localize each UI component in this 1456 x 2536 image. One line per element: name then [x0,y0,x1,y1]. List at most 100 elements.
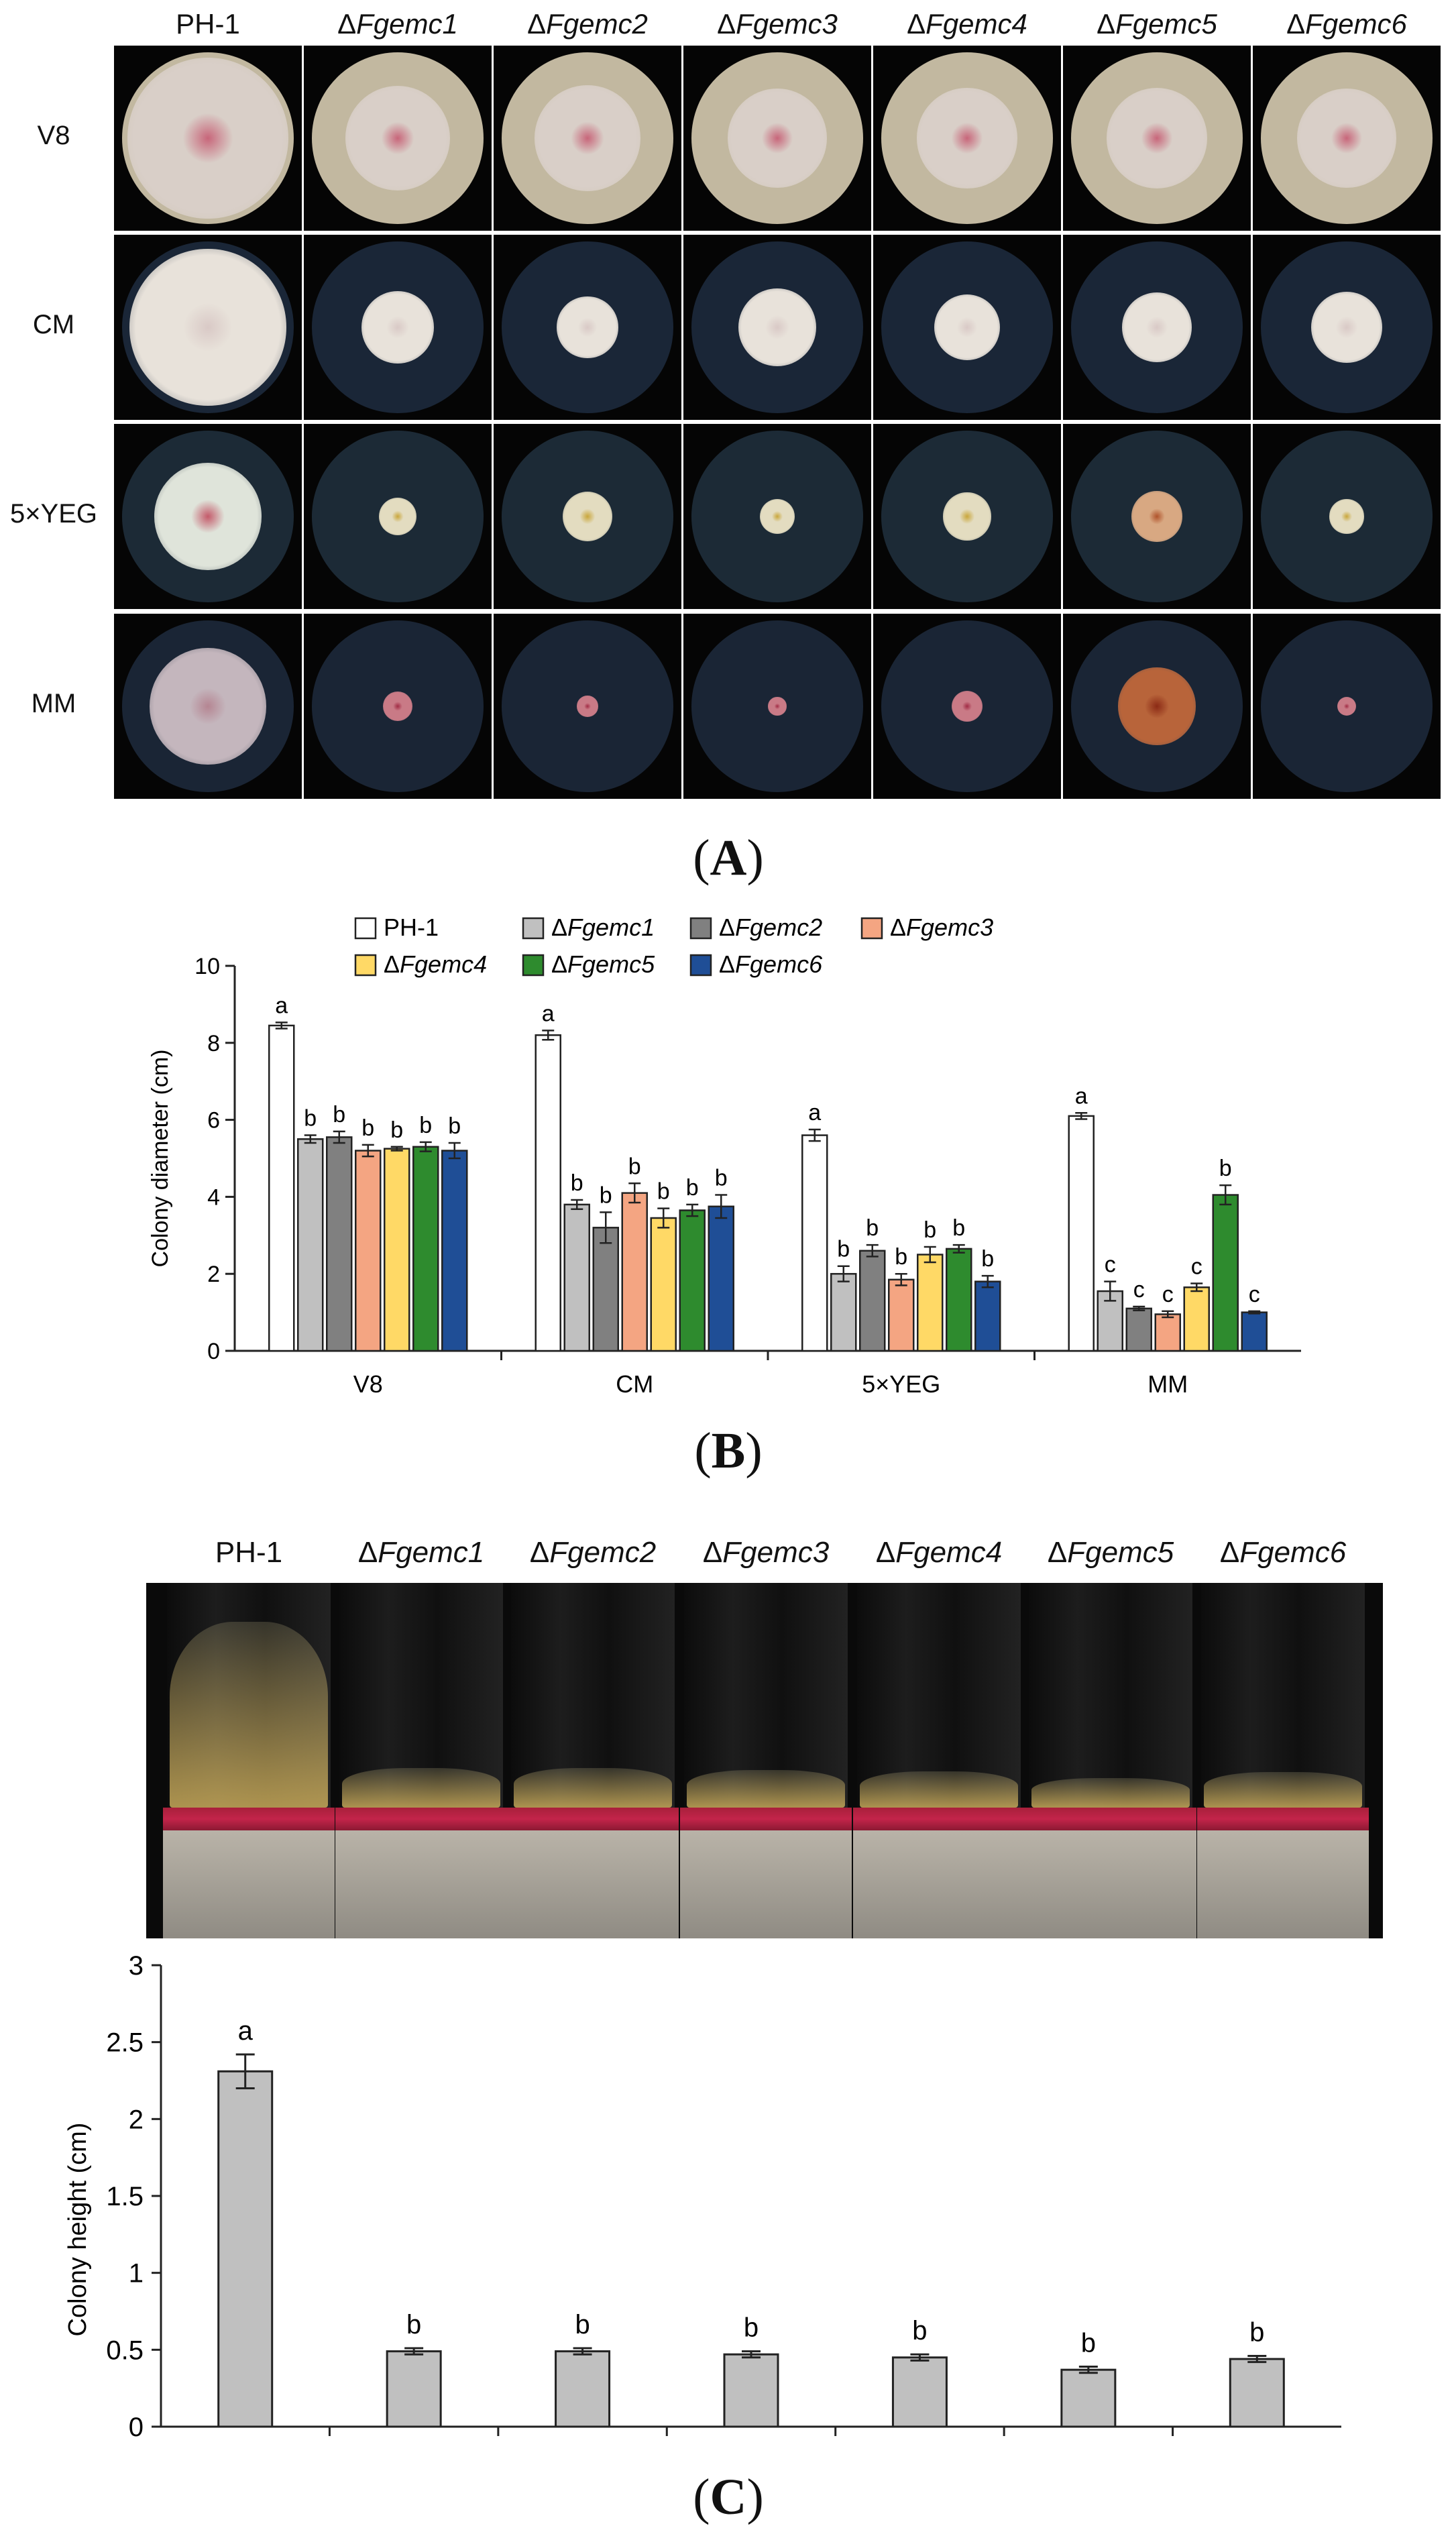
legend-label: ΔFgemc4 [384,950,487,978]
significance-letter: b [600,1182,612,1208]
plate-image [1063,424,1251,609]
panel-label-a: (A) [693,830,764,886]
bar [621,1192,648,1352]
y-tick-label: 10 [194,954,220,979]
bar [801,1134,828,1352]
bar [859,1250,886,1352]
bar [441,1150,468,1352]
plate-image [494,614,681,799]
y-tick-label: 0 [207,1339,220,1364]
y-tick-label: 2 [207,1262,220,1287]
bar [563,1203,590,1352]
plate-image [683,235,871,420]
plate-column-label: ΔFgemc6 [1286,8,1407,40]
plate-image [304,46,492,231]
significance-letter: b [686,1175,699,1201]
y-tick-label: 1.5 [106,2182,144,2211]
y-tick-label: 3 [129,1951,144,1981]
legend-swatch [354,954,377,977]
significance-letter: a [238,2016,254,2046]
plate-column-label: ΔFgemc4 [907,8,1027,40]
plate-image [114,46,302,231]
bar [1068,1115,1095,1352]
plate-image [1253,46,1441,231]
significance-letter: b [419,1113,432,1138]
significance-letter: b [912,2316,927,2346]
plate-image [873,46,1061,231]
legend-swatch [689,917,712,940]
significance-letter: b [628,1154,641,1179]
bar [888,1278,915,1352]
tube-label: ΔFgemc4 [875,1536,1003,1569]
y-tick-label: 2.5 [106,2028,144,2058]
bar [946,1248,972,1352]
bar [1183,1286,1210,1352]
tube-label: ΔFgemc3 [702,1536,830,1569]
plate-image [304,614,492,799]
significance-letter: b [333,1102,345,1127]
tube-image [163,1583,335,1938]
tube-image [1025,1583,1196,1938]
bar [268,1024,295,1352]
significance-letter: b [1081,2329,1096,2358]
plate-image [683,614,871,799]
plate-column-label: ΔFgemc1 [337,8,458,40]
plate-image [683,424,871,609]
y-axis-title: Colony diameter (cm) [148,1050,173,1268]
significance-letter: a [275,993,288,1018]
y-tick-label: 6 [207,1108,220,1134]
bar [326,1136,353,1352]
significance-letter: a [808,1100,821,1125]
panel-label-b: (B) [694,1423,763,1479]
significance-letter: b [406,2310,421,2339]
bar [217,2070,274,2428]
significance-letter: b [361,1115,374,1141]
plate-image [1253,424,1441,609]
plate-image [114,235,302,420]
plate-column-label: ΔFgemc3 [717,8,838,40]
significance-letter: b [657,1179,670,1205]
plate-image [494,46,681,231]
significance-letter: b [923,1217,936,1243]
significance-letter: b [448,1113,461,1139]
legend: PH-1 ΔFgemc1 ΔFgemc2 ΔFgemc3 ΔFgemc4 ΔFgemc5 Δ… [354,914,993,978]
bar [830,1272,857,1352]
plate-row-label: 5×YEG [9,499,98,529]
bar [412,1146,439,1352]
significance-letter: b [837,1237,850,1262]
plate-image [873,614,1061,799]
legend-label: ΔFgemc5 [551,950,655,978]
legend-label: ΔFgemc6 [719,950,823,978]
plate-image [1063,46,1251,231]
panel-label-c: (C) [693,2469,764,2525]
bar [1229,2358,1285,2428]
tube-image [853,1583,1025,1938]
bar [650,1217,677,1352]
plate-image [494,235,681,420]
significance-letter: a [1075,1083,1088,1109]
plate-row-label: CM [32,310,75,339]
bar [679,1209,706,1352]
significance-letter: c [1249,1282,1260,1307]
bar [1241,1311,1268,1352]
legend-label: PH-1 [384,914,439,941]
tube-image [1197,1583,1369,1938]
significance-letter: b [895,1244,907,1270]
plate-image [1063,614,1251,799]
x-tick-label: CM [616,1370,653,1398]
bar [386,2350,442,2428]
legend-swatch [860,917,883,940]
plate-image [304,424,492,609]
significance-letter: b [981,1246,994,1272]
significance-letter: b [390,1117,403,1143]
y-tick-label: 0.5 [106,2335,144,2365]
legend-label: ΔFgemc1 [551,914,655,941]
bar [1060,2368,1117,2428]
legend-label: ΔFgemc2 [719,914,822,941]
bar [1154,1313,1181,1352]
plate-image [304,235,492,420]
significance-letter: b [952,1215,965,1241]
plate-row-label: V8 [37,121,70,150]
